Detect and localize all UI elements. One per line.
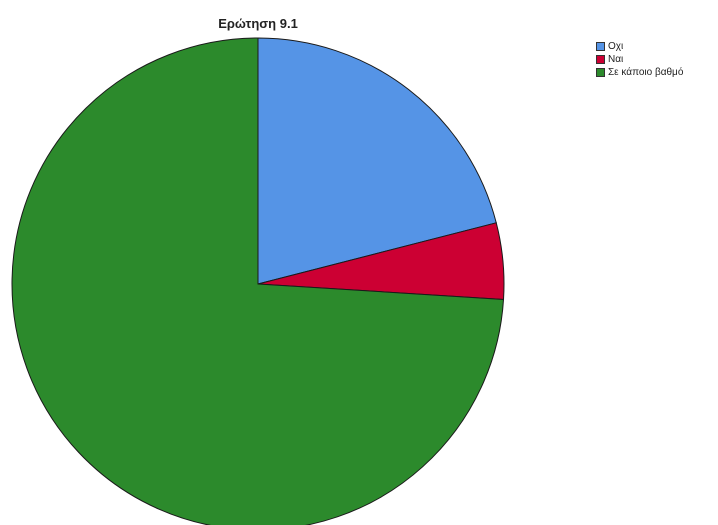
pie-slice-1	[257, 37, 497, 285]
legend-swatch	[596, 54, 605, 64]
legend-item: Σε κάποιο βαθμό	[596, 66, 683, 78]
legend-item: Ναι	[596, 53, 683, 65]
legend-label: Οχι	[608, 40, 624, 52]
legend-swatch	[596, 67, 605, 77]
legend-label: Ναι	[608, 53, 624, 65]
legend-item: Οχι	[596, 40, 683, 52]
legend-label: Σε κάποιο βαθμό	[608, 66, 684, 78]
pie-slice-3	[11, 37, 505, 525]
chart-title: Ερώτηση 9.1	[218, 16, 298, 31]
legend: Οχι Ναι Σε κάποιο βαθμό	[596, 40, 683, 79]
legend-swatch	[596, 41, 605, 51]
